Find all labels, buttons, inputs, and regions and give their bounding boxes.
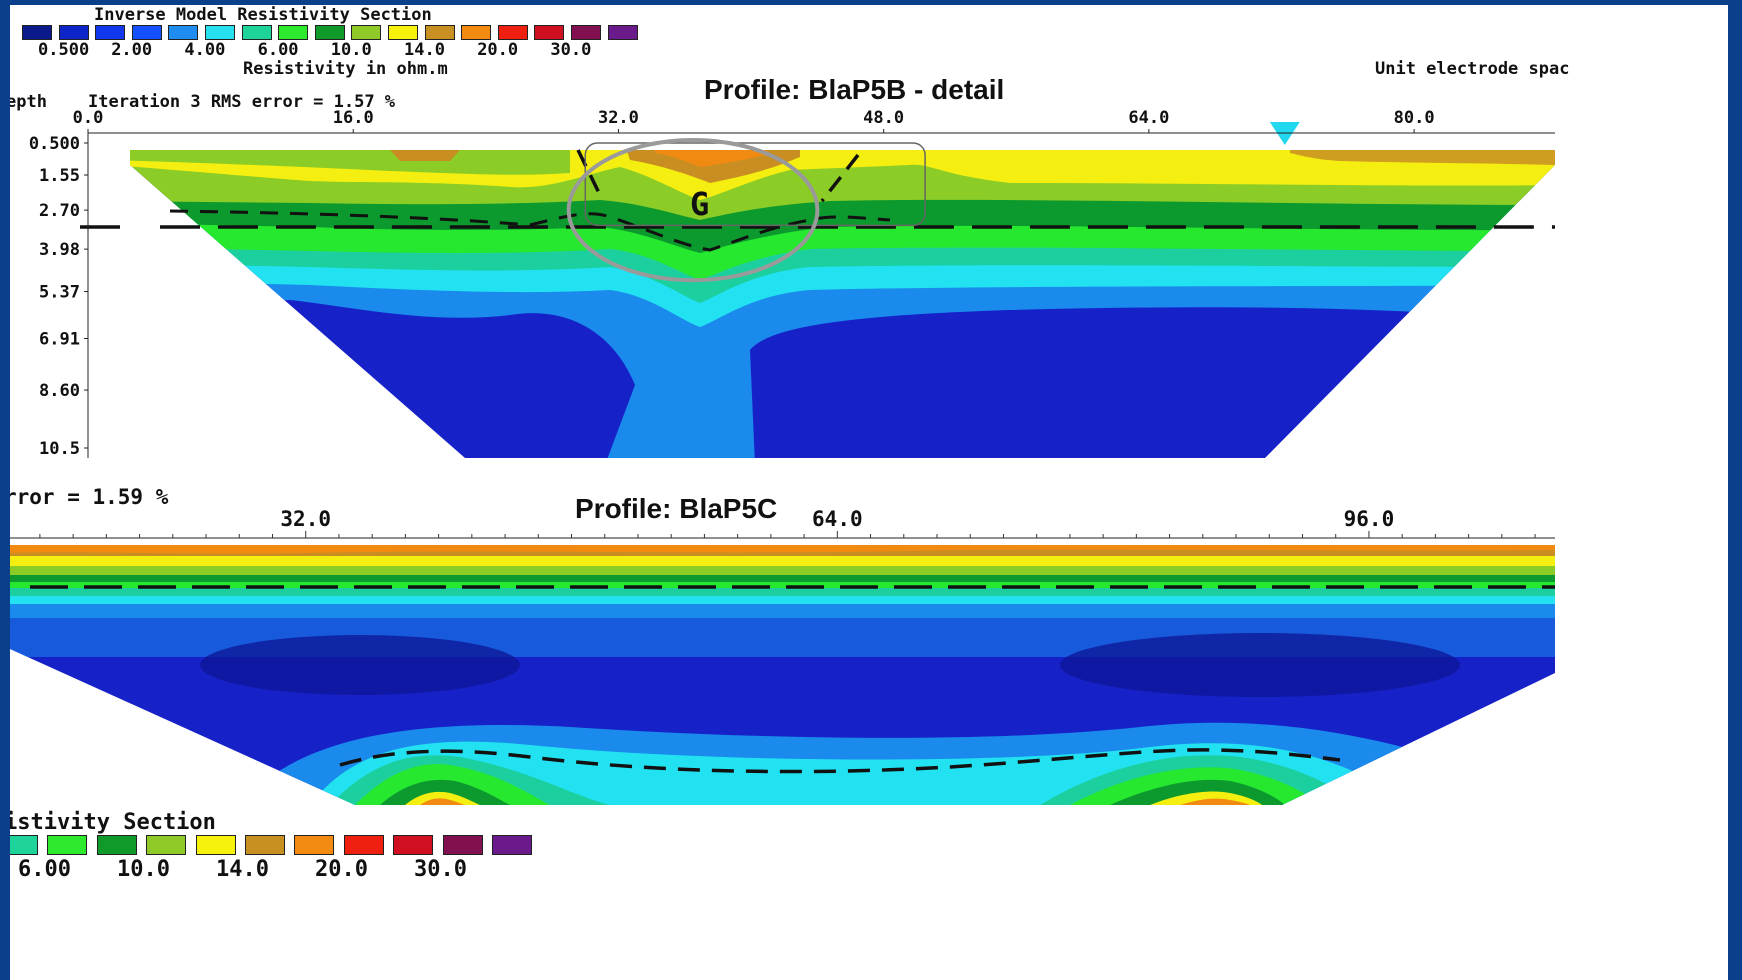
section2-title: Profile: BlaP5C: [575, 493, 778, 524]
legend-top-swatch: [497, 25, 528, 40]
legend-bottom-swatch: [393, 835, 434, 855]
legend-top-title: Inverse Model Resistivity Section: [94, 5, 432, 25]
legend-bottom-value: 20.0: [315, 857, 368, 882]
s1-y-tick-label: 5.37: [39, 283, 80, 303]
depth-label: epth: [10, 92, 47, 112]
s1-y-tick-label: 10.5: [39, 439, 80, 459]
s1-y-tick-label: 3.98: [39, 240, 80, 260]
legend-top-swatch: [314, 25, 345, 40]
legend-top-swatch: [607, 25, 638, 40]
s1-x-ticks: 0.0 16.0 32.0 48.0 64.0 80.0: [73, 108, 1435, 133]
legend-bottom-swatch: [492, 835, 532, 855]
legend-top-value: 0.500: [38, 40, 90, 60]
s1-x-tick-label: 48.0: [863, 108, 904, 128]
legend-bottom-swatch: [294, 835, 335, 855]
s1-x-tick-label: 32.0: [598, 108, 639, 128]
legend-bottom-swatch: [10, 835, 38, 855]
legend-top-swatch: [58, 25, 89, 40]
legend-bottom-swatch: [195, 835, 236, 855]
figure-panel: Inverse Model Resistivity Section Resist…: [10, 5, 1728, 980]
s1-x-tick-label: 16.0: [333, 108, 374, 128]
unit-electrode-label: Unit electrode spac: [1375, 59, 1570, 79]
s2-x-tick-label: 64.0: [812, 507, 863, 531]
legend-top-swatch: [278, 25, 309, 40]
section2-error-text: rror = 1.59 %: [10, 485, 169, 509]
s1-y-tick-label: 6.91: [39, 330, 80, 350]
section2-resistivity-map: [10, 545, 1555, 805]
iteration-text: Iteration 3 RMS error = 1.57 %: [88, 92, 396, 112]
legend-bottom-swatch: [442, 835, 483, 855]
legend-bottom-title: istivity Section: [10, 810, 216, 835]
legend-top-value: 6.00: [257, 40, 299, 60]
legend-top-swatch: [534, 25, 565, 40]
s2-x-tick-label: 32.0: [280, 507, 331, 531]
legend-top-value: 2.00: [111, 40, 153, 60]
legend-top-swatch: [461, 25, 492, 40]
legend-bottom-swatch: [146, 835, 187, 855]
legend-bottom-swatch: [343, 835, 384, 855]
legend-top-value: 4.00: [184, 40, 226, 60]
legend-top-swatch: [95, 25, 126, 40]
s1-interface-upper: [169, 209, 891, 252]
legend-bottom-swatch: [96, 835, 137, 855]
legend-bottom-value: 6.00: [18, 857, 71, 882]
legend-top-swatch: [388, 25, 418, 40]
s1-y-tick-label: 8.60: [39, 381, 80, 401]
legend-top-value: 14.0: [404, 40, 445, 60]
s1-annotation-g: G: [690, 185, 709, 223]
legend-top-value: 20.0: [477, 40, 519, 60]
legend-bottom-value: 14.0: [216, 857, 269, 882]
legend-top-swatch: [351, 25, 382, 40]
legend-bottom-value: 10.0: [117, 857, 170, 882]
s1-x-tick-label: 0.0: [73, 108, 104, 128]
s1-anomaly-ellipse: [566, 137, 820, 283]
legend-top-swatch: [168, 25, 199, 40]
legend-top-value: 10.0: [330, 40, 372, 60]
s1-y-ticks: 0.500 1.55 2.70 3.98 5.37 6.91 8.60 10.5: [29, 134, 88, 459]
s2-interface-lower: [339, 748, 1341, 774]
s1-x-tick-label: 64.0: [1128, 108, 1169, 128]
resistivity-sections: G 0.0 16.0 32.0 48.0 64.0 80.0 0.500 1.55 2.70 3…: [10, 108, 1555, 805]
section1-title: Profile: BlaP5B - detail: [704, 74, 1005, 105]
legend-top-swatch: [205, 25, 235, 40]
legend-top-value: 30.0: [550, 40, 592, 60]
legend-bottom-swatch: [47, 835, 88, 855]
s1-y-tick-label: 0.500: [29, 134, 80, 154]
legend-top-swatch: [22, 25, 52, 40]
s1-y-tick-label: 1.55: [39, 166, 80, 186]
section1-resistivity-map: [130, 150, 1555, 458]
s2-x-ticks: 32.0 64.0 96.0: [39, 507, 1536, 538]
legend-top-swatch: [131, 25, 162, 40]
s1-layer-orange: [655, 150, 770, 167]
legend-top-swatch: [571, 25, 601, 40]
legend-top-units: Resistivity in ohm.m: [243, 59, 448, 79]
legend-bottom-swatch: [245, 835, 285, 855]
s1-highlight-box: [584, 142, 926, 227]
legend-top-swatch: [241, 25, 272, 40]
s1-x-tick-label: 80.0: [1394, 108, 1435, 128]
s2-layer-orange: [10, 545, 1555, 554]
legend-top-swatch: [424, 25, 455, 40]
s2-x-tick-label: 96.0: [1344, 507, 1395, 531]
legend-bottom-value: 30.0: [414, 857, 467, 882]
s1-y-tick-label: 2.70: [39, 201, 80, 221]
